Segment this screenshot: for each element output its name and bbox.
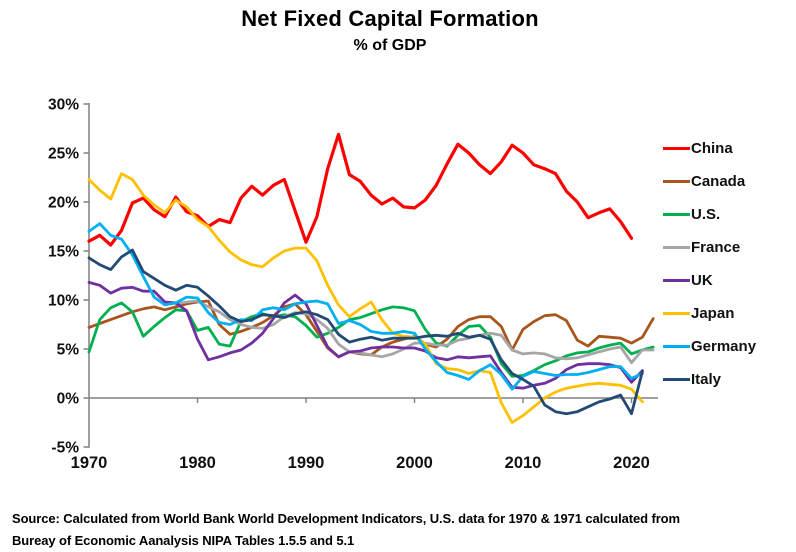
series-line-japan [87, 172, 644, 424]
y-tick-label: -5% [51, 440, 79, 457]
legend-label: France [691, 238, 741, 256]
x-tick-label: 1970 [71, 454, 108, 472]
legend-label: Germany [691, 337, 757, 355]
legend-item-uk: UK [663, 270, 713, 290]
legend-line-swatch [663, 212, 690, 216]
x-tick-label: 2010 [505, 454, 542, 472]
y-tick-label: 25% [48, 146, 79, 163]
chart-legend: China Canada U.S. France UK Japan Germany Italy [663, 0, 793, 420]
source-note-line2: Bureay of Economic Aanalysis NIPA Tables… [12, 533, 355, 548]
legend-item-germany: Germany [663, 336, 756, 356]
legend-label: UK [691, 271, 713, 289]
series-line-us [87, 301, 655, 378]
legend-item-japan: Japan [663, 303, 734, 323]
x-tick-label: 1980 [179, 454, 216, 472]
legend-line-swatch [663, 344, 690, 348]
y-tick-label: 20% [48, 195, 79, 212]
y-tick-label: 0% [57, 391, 80, 408]
legend-label: Italy [691, 370, 722, 388]
legend-item-france: France [663, 237, 740, 257]
legend-line-swatch [663, 245, 690, 249]
source-note: Source: Calculated from World Bank World… [12, 508, 788, 552]
legend-label: China [691, 139, 733, 157]
x-tick-label: 2020 [613, 454, 650, 472]
legend-item-italy: Italy [663, 369, 721, 389]
series-line-china [87, 132, 634, 247]
x-tick-label: 1990 [288, 454, 325, 472]
legend-item-us: U.S. [663, 204, 720, 224]
source-note-line1: Source: Calculated from World Bank World… [12, 511, 680, 526]
y-tick-label: 30% [48, 97, 79, 114]
y-tick-label: 10% [48, 293, 79, 310]
legend-item-china: China [663, 138, 733, 158]
series-line-uk [87, 280, 644, 390]
legend-label: U.S. [691, 205, 721, 223]
x-tick-label: 2000 [396, 454, 433, 472]
legend-line-swatch [663, 377, 690, 381]
series-line-italy [87, 248, 644, 416]
legend-line-swatch [663, 146, 690, 150]
legend-item-canada: Canada [663, 171, 745, 191]
chart-title: Net Fixed Capital Formation [241, 6, 539, 31]
y-tick-label: 15% [48, 244, 79, 261]
series-line-france [174, 299, 655, 365]
y-tick-label: 5% [57, 342, 80, 359]
legend-line-swatch [663, 311, 690, 315]
legend-label: Canada [691, 172, 746, 190]
legend-label: Japan [691, 304, 735, 322]
chart-subtitle: % of GDP [353, 37, 427, 54]
series-line-germany [87, 222, 644, 391]
legend-line-swatch [663, 278, 690, 282]
legend-line-swatch [663, 179, 690, 183]
